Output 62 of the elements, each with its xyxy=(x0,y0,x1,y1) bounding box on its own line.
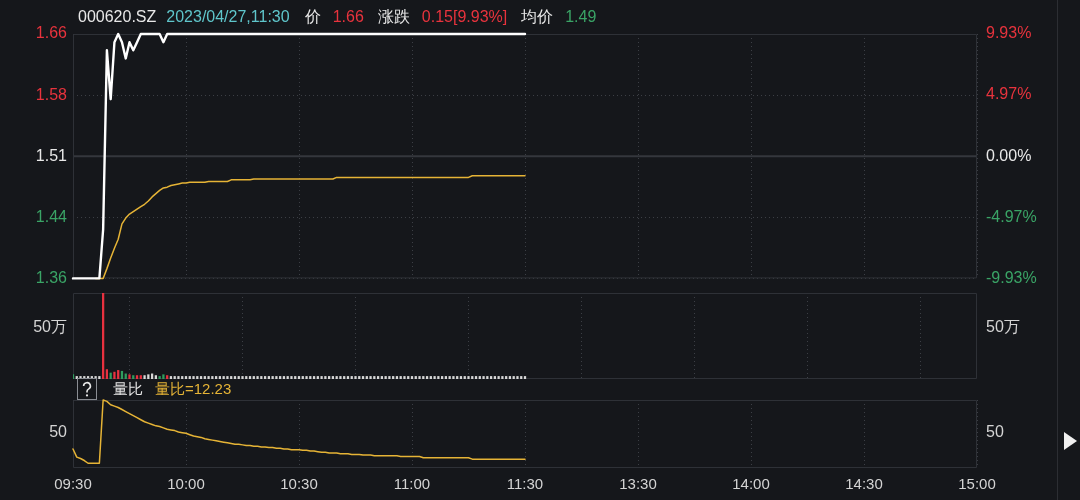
bar xyxy=(320,376,323,379)
bar xyxy=(207,376,210,379)
text: 50 xyxy=(986,423,1004,441)
text: 50万 xyxy=(986,318,1020,336)
bar xyxy=(433,376,436,379)
x-tick-label: 09:30 xyxy=(54,475,92,493)
bar xyxy=(516,376,519,379)
text: 50万 xyxy=(33,318,67,336)
text: 0.15[9.93%] xyxy=(421,8,508,26)
x-tick-label: 10:30 xyxy=(280,475,318,493)
text: 均价 xyxy=(521,8,554,26)
bar xyxy=(467,376,470,379)
y2-tick-label: -9.93% xyxy=(986,268,1037,286)
bar xyxy=(192,376,195,379)
x-tick-label: 11:30 xyxy=(506,475,544,493)
bar xyxy=(241,376,244,379)
x-tick-label: 14:30 xyxy=(845,475,883,493)
bar xyxy=(226,376,229,379)
text: 1.49 xyxy=(565,8,597,26)
bar xyxy=(339,376,342,379)
bar xyxy=(290,376,293,379)
bar xyxy=(177,376,180,379)
y-tick-label: 1.66 xyxy=(35,24,68,42)
bar xyxy=(147,374,150,379)
x-tick-label: 14:00 xyxy=(732,475,770,493)
text: 1.66 xyxy=(332,8,364,26)
bar xyxy=(256,376,259,379)
bar xyxy=(275,376,278,379)
bar xyxy=(388,376,391,379)
chart-title: 000620.SZ xyxy=(78,8,157,26)
y-tick-label: 1.36 xyxy=(35,268,68,286)
bar xyxy=(369,376,372,379)
bar xyxy=(105,369,109,379)
chart-subtitle: 2023/04/27,11:30 xyxy=(166,8,290,26)
bar xyxy=(403,376,406,379)
x-tick-label: 13:30 xyxy=(619,475,657,493)
text: 价 xyxy=(304,8,321,26)
bar xyxy=(162,374,165,379)
bar xyxy=(113,371,116,379)
x-tick-label: 10:00 xyxy=(167,475,205,493)
y-tick-label: 1.51 xyxy=(35,146,68,164)
bar xyxy=(482,376,485,379)
y-tick-label: 1.58 xyxy=(35,85,68,103)
text: 50 xyxy=(49,423,67,441)
bar xyxy=(354,376,357,379)
x-tick-label: 15:00 xyxy=(958,475,996,493)
bar xyxy=(305,376,308,379)
bar xyxy=(452,376,455,379)
bar xyxy=(418,376,421,379)
bar xyxy=(128,374,131,379)
text: 量比=12.23 xyxy=(155,380,232,398)
y-tick-label: 1.44 xyxy=(35,207,68,225)
y2-tick-label: 4.97% xyxy=(986,85,1032,103)
x-tick-label: 11:00 xyxy=(393,475,431,493)
bar xyxy=(501,376,504,379)
bar xyxy=(143,375,146,379)
bar xyxy=(117,370,120,379)
y2-tick-label: 0.00% xyxy=(986,146,1032,164)
text: 涨跌 xyxy=(377,8,410,26)
y2-tick-label: -4.97% xyxy=(986,207,1037,225)
y2-tick-label: 9.93% xyxy=(986,24,1032,42)
chart-title: 量比 xyxy=(113,380,143,398)
